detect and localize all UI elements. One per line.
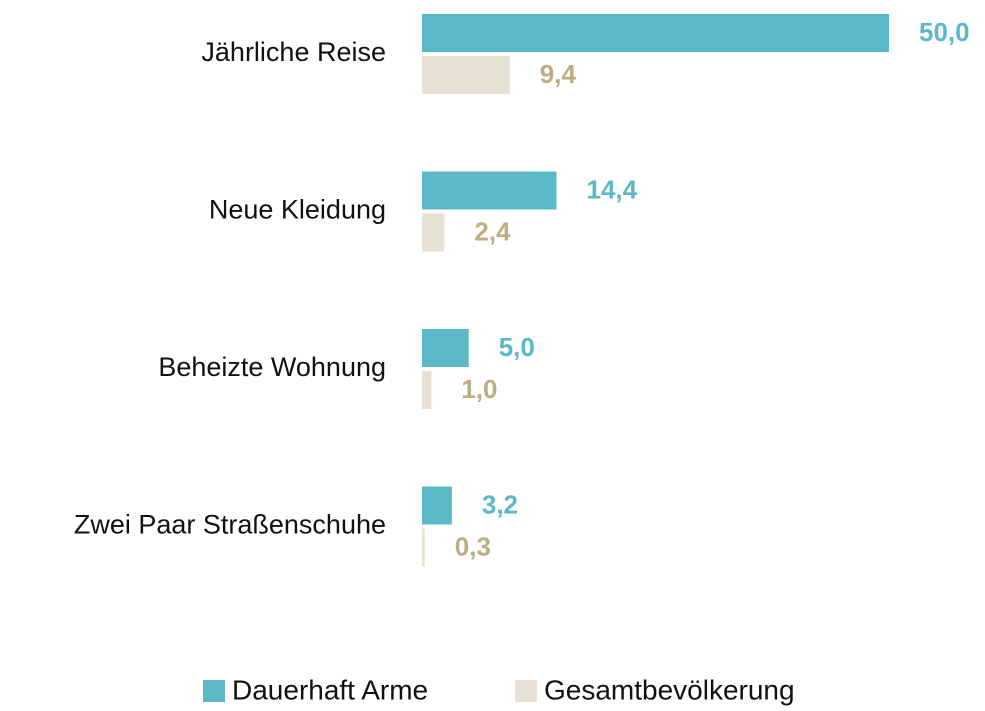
value-label: 0,3 bbox=[455, 531, 491, 561]
bar bbox=[422, 56, 510, 94]
bar bbox=[422, 14, 889, 52]
bar bbox=[422, 171, 557, 210]
value-label: 5,0 bbox=[499, 332, 535, 362]
value-label: 9,4 bbox=[540, 59, 577, 89]
value-label: 2,4 bbox=[474, 216, 511, 246]
legend-label: Dauerhaft Arme bbox=[232, 674, 428, 705]
value-label: 50,0 bbox=[919, 17, 970, 47]
category-label: Beheizte Wohnung bbox=[158, 352, 386, 382]
value-label: 14,4 bbox=[586, 174, 637, 204]
bar bbox=[422, 329, 469, 367]
bar bbox=[422, 486, 452, 525]
category-label: Zwei Paar Straßenschuhe bbox=[74, 510, 386, 540]
value-label: 3,2 bbox=[482, 489, 518, 519]
category-label: Jährliche Reise bbox=[201, 37, 386, 67]
bar bbox=[422, 371, 432, 409]
legend-swatch bbox=[203, 680, 225, 702]
bar bbox=[422, 213, 445, 252]
bar bbox=[422, 528, 425, 567]
legend-swatch bbox=[515, 680, 537, 702]
value-label: 1,0 bbox=[461, 374, 497, 404]
category-label: Neue Kleidung bbox=[209, 195, 386, 225]
legend-label: Gesamtbevölkerung bbox=[544, 674, 795, 705]
